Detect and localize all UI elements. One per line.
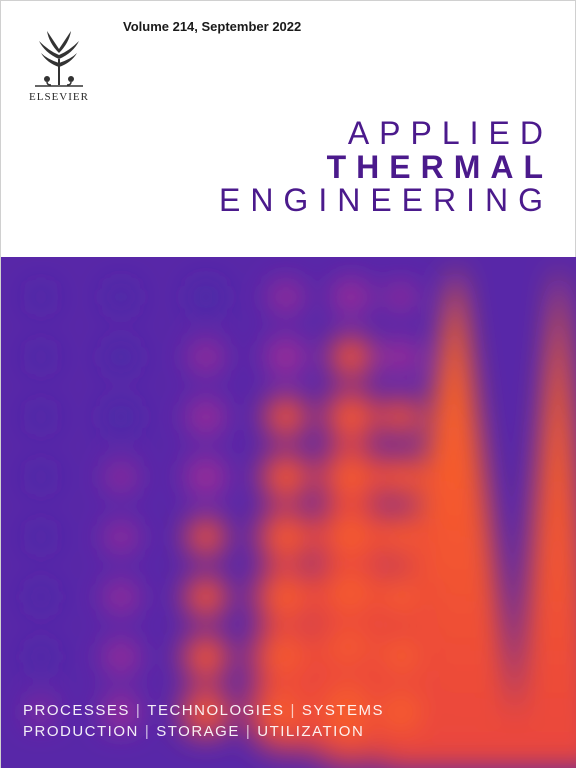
keyword-separator: | (136, 700, 141, 722)
keywords-row-2: PRODUCTION | STORAGE | UTILIZATION (23, 721, 384, 743)
title-line-1: APPLIED (219, 117, 553, 151)
keyword: PROCESSES (23, 702, 130, 719)
journal-title: APPLIED THERMAL ENGINEERING (219, 117, 553, 218)
publisher-block: ELSEVIER (23, 15, 95, 103)
journal-cover: ELSEVIER Volume 214, September 2022 APPL… (0, 0, 576, 768)
keywords-row-1: PROCESSES | TECHNOLOGIES | SYSTEMS (23, 700, 384, 722)
publisher-name: ELSEVIER (23, 91, 95, 103)
keywords-block: PROCESSES | TECHNOLOGIES | SYSTEMS PRODUCTIO… (23, 700, 384, 744)
keyword: STORAGE (156, 723, 240, 740)
keyword: UTILIZATION (257, 723, 364, 740)
keyword-separator: | (246, 721, 251, 743)
title-line-2: THERMAL (219, 151, 553, 185)
keyword: SYSTEMS (302, 702, 384, 719)
keyword: PRODUCTION (23, 723, 139, 740)
publisher-tree-icon (23, 15, 95, 87)
keyword-separator: | (290, 700, 295, 722)
keyword: TECHNOLOGIES (147, 702, 284, 719)
title-line-3: ENGINEERING (219, 184, 553, 218)
issue-line: Volume 214, September 2022 (123, 19, 301, 34)
cover-header: ELSEVIER Volume 214, September 2022 APPL… (1, 1, 575, 257)
cover-artwork: PROCESSES | TECHNOLOGIES | SYSTEMS PRODUCTIO… (1, 257, 576, 768)
keyword-separator: | (145, 721, 150, 743)
